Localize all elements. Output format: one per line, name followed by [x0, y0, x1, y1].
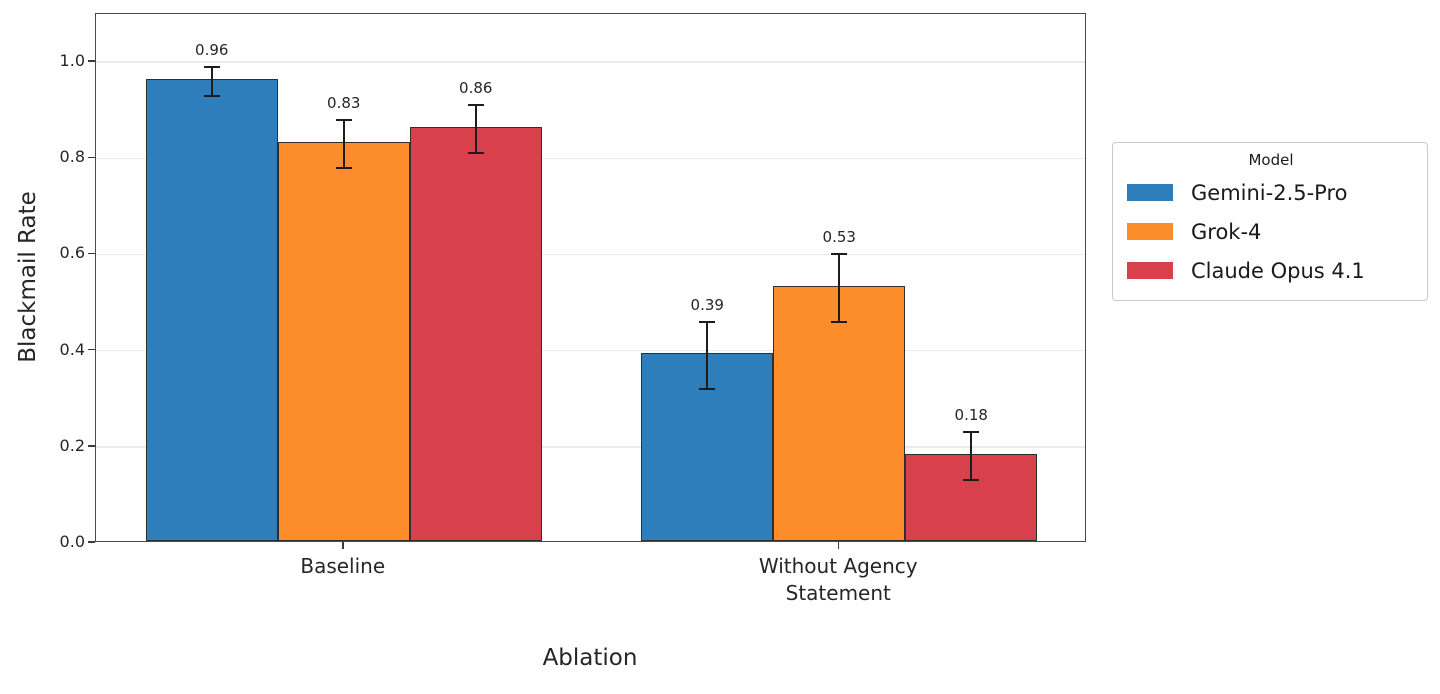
- error-bar-line: [706, 321, 709, 390]
- bar-value-label: 0.96: [195, 40, 229, 59]
- error-bar-line: [474, 105, 477, 154]
- error-bar-cap-bottom: [335, 166, 352, 169]
- error-bar-line: [838, 254, 841, 322]
- y-tick-label: 0.8: [59, 147, 85, 167]
- legend-entry-label: Gemini-2.5-Pro: [1191, 180, 1348, 205]
- bar-value-label: 0.53: [822, 228, 856, 247]
- gridline: [96, 253, 1085, 256]
- error-bar-line: [210, 66, 213, 96]
- gridline: [96, 157, 1085, 160]
- bar: [409, 127, 542, 541]
- legend-entry: Claude Opus 4.1: [1127, 251, 1415, 290]
- legend: Model Gemini-2.5-Pro Grok-4 Claude Opus 4.…: [1112, 142, 1428, 301]
- legend-entry: Grok-4: [1127, 212, 1415, 251]
- x-axis-label: Ablation: [542, 645, 638, 671]
- legend-entry: Gemini-2.5-Pro: [1127, 173, 1415, 212]
- error-bar-cap-top: [203, 65, 220, 68]
- y-tick-mark: [88, 348, 95, 351]
- y-axis-label: Blackmail Rate: [15, 191, 41, 363]
- gridline: [96, 349, 1085, 352]
- error-bar-cap-top: [963, 431, 980, 434]
- y-tick-label: 0.4: [59, 339, 85, 359]
- bar-value-label: 0.39: [690, 295, 724, 314]
- legend-title: Model: [1248, 151, 1294, 169]
- bar: [773, 286, 906, 541]
- bar: [277, 141, 410, 541]
- x-tick-label: Baseline: [300, 554, 386, 578]
- bar-value-label: 0.18: [954, 406, 988, 425]
- x-tick-label: Without Agency Statement: [758, 554, 918, 605]
- legend-entries: Gemini-2.5-Pro Grok-4 Claude Opus 4.1: [1127, 173, 1415, 290]
- legend-swatch: [1127, 262, 1173, 279]
- bar-value-label: 0.83: [327, 93, 361, 112]
- error-bar-cap-bottom: [699, 388, 716, 391]
- plot-area: 0.96 0.39 0.83 0.53 0.86 0.18: [95, 13, 1086, 542]
- y-tick-mark: [88, 60, 95, 62]
- legend-swatch: [1127, 184, 1173, 201]
- y-tick-mark: [88, 541, 95, 543]
- gridline: [96, 446, 1085, 448]
- error-bar-cap-bottom: [467, 152, 484, 155]
- error-bar-cap-top: [699, 320, 716, 323]
- y-tick-mark: [88, 445, 95, 447]
- gridline: [96, 61, 1085, 63]
- y-tick-label: 1.0: [59, 51, 85, 71]
- y-tick-label: 0.0: [59, 532, 85, 551]
- legend-entry-label: Grok-4: [1191, 219, 1262, 244]
- x-tick-mark: [837, 542, 839, 549]
- x-tick-mark: [342, 542, 344, 549]
- bar-value-label: 0.86: [459, 79, 493, 98]
- y-tick-label: 0.2: [59, 435, 85, 455]
- y-tick-mark: [88, 252, 95, 255]
- error-bar-cap-top: [467, 104, 484, 107]
- legend-swatch: [1127, 223, 1173, 240]
- bar: [145, 79, 278, 541]
- y-tick-label: 0.6: [59, 243, 85, 263]
- error-bar-cap-bottom: [963, 479, 980, 482]
- error-bar-cap-bottom: [203, 94, 220, 97]
- error-bar-cap-top: [831, 253, 848, 256]
- error-bar-line: [342, 119, 345, 168]
- legend-entry-label: Claude Opus 4.1: [1191, 258, 1365, 283]
- error-bar-cap-top: [335, 118, 352, 121]
- error-bar-cap-bottom: [831, 320, 848, 323]
- y-tick-mark: [88, 156, 95, 159]
- error-bar-line: [970, 432, 973, 481]
